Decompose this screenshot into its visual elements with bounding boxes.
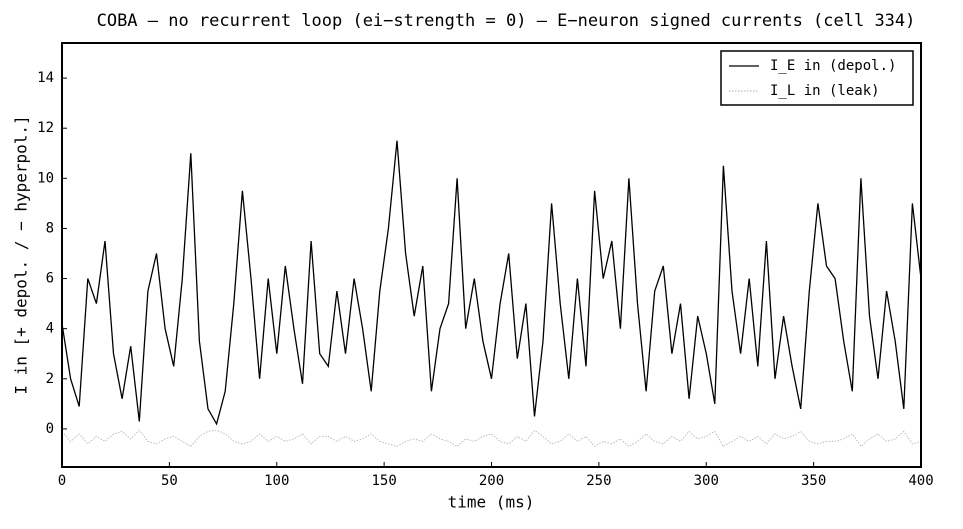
plot-frame xyxy=(61,42,922,468)
x-tick-label: 400 xyxy=(908,473,933,489)
y-tick-label: 2 xyxy=(46,371,54,387)
y-tick-label: 0 xyxy=(46,421,54,437)
x-tick-label: 150 xyxy=(371,473,396,489)
x-axis-label: time (ms) xyxy=(448,493,535,512)
legend-label: I_E in (depol.) xyxy=(770,58,896,74)
x-tick-label: 350 xyxy=(801,473,826,489)
x-tick-label: 200 xyxy=(479,473,504,489)
y-axis-label: I in [+ depol. / − hyperpol.] xyxy=(12,115,31,394)
y-tick-label: 12 xyxy=(37,120,54,136)
x-tick-label: 50 xyxy=(161,473,178,489)
x-tick-label: 0 xyxy=(58,473,66,489)
x-tick-label: 300 xyxy=(694,473,719,489)
legend-box xyxy=(720,50,914,106)
series-line xyxy=(61,140,922,426)
y-tick-label: 6 xyxy=(46,271,54,287)
x-tick-label: 100 xyxy=(264,473,289,489)
y-tick-label: 8 xyxy=(46,220,54,236)
y-tick-label: 10 xyxy=(37,170,54,186)
x-tick-label: 250 xyxy=(586,473,611,489)
y-tick-label: 14 xyxy=(37,70,54,86)
chart-title: COBA — no recurrent loop (ei−strength = … xyxy=(97,11,916,31)
series-line xyxy=(61,429,922,448)
y-tick-label: 4 xyxy=(46,321,54,337)
legend-label: I_L in (leak) xyxy=(770,83,880,99)
